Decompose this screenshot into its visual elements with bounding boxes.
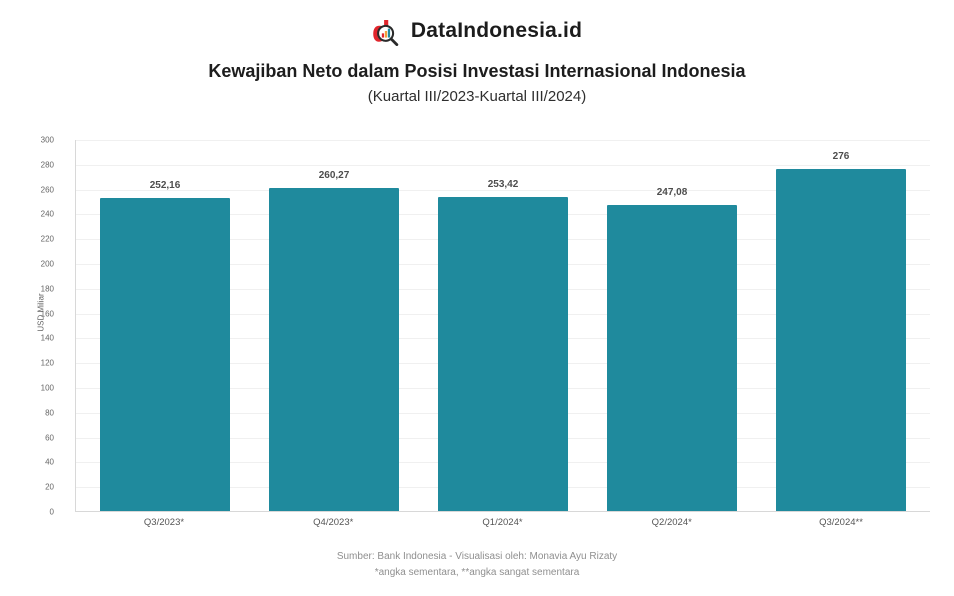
chart-title: Kewajiban Neto dalam Posisi Investasi In…	[208, 61, 746, 81]
y-tick-label: 260	[40, 185, 54, 195]
bar-value-label: 252,16	[149, 180, 181, 192]
y-tick-label: 100	[40, 383, 54, 393]
x-tick-label: Q3/2023*	[143, 517, 185, 528]
brand-header: d DataIndonesia.id	[0, 16, 954, 46]
bar	[100, 198, 230, 511]
bar-value-label: 253,42	[487, 178, 519, 190]
bar-value-label: 260,27	[318, 170, 350, 182]
x-tick-label: Q4/2023*	[313, 517, 354, 528]
gridline	[76, 189, 930, 191]
y-tick-label: 40	[45, 457, 54, 467]
bar-group: 247,08	[607, 187, 737, 511]
bar-series: 252,16 260,27 253,42 247,08 276	[76, 140, 930, 511]
x-tick-label: Q3/2024**	[819, 517, 863, 528]
gridline	[76, 164, 930, 166]
bar-group: 252,16	[100, 180, 230, 511]
x-tick-label: Q1/2024*	[482, 517, 523, 528]
y-tick-label: 120	[40, 358, 54, 368]
bar	[269, 188, 399, 511]
y-tick-label: 140	[40, 333, 54, 343]
y-axis-ticks: 0 20 40 60 80 100 120 140 160 180 200 220 240 260 280 3…	[0, 136, 68, 517]
bar	[607, 204, 737, 511]
chart-footer: Sumber: Bank Indonesia - Visualisasi ole…	[0, 549, 954, 581]
brand-name: DataIndonesia.id	[410, 19, 583, 42]
data-indonesia-logo-icon: d	[372, 16, 399, 46]
x-tick-label: Q2/2024*	[651, 517, 692, 528]
bar-group: 276	[776, 151, 906, 511]
bar	[438, 196, 568, 511]
y-tick-label: 80	[45, 408, 54, 418]
chart-subtitle: (Kuartal III/2023-Kuartal III/2024)	[367, 88, 587, 105]
plot-area: 252,16 260,27 253,42 247,08 276	[75, 140, 930, 512]
y-tick-label: 300	[40, 135, 54, 145]
y-axis-title: USD Miliar	[36, 293, 46, 332]
y-tick-label: 220	[40, 234, 54, 244]
bar-group: 253,42	[438, 179, 568, 511]
gridline	[76, 140, 930, 141]
y-tick-label: 160	[40, 309, 54, 319]
y-tick-label: 60	[45, 433, 54, 443]
y-tick-label: 20	[45, 482, 54, 492]
footnote-text: *angka sementara, **angka sangat sementa…	[374, 567, 580, 578]
x-axis-ticks: Q3/2023* Q4/2023* Q1/2024* Q2/2024* Q3/2024*…	[75, 517, 930, 528]
y-tick-label: 240	[40, 209, 54, 219]
source-text: Sumber: Bank Indonesia - Visualisasi ole…	[336, 551, 618, 562]
y-tick-label: 0	[49, 507, 54, 517]
bar-group: 260,27	[269, 170, 399, 511]
y-tick-label: 280	[40, 160, 54, 170]
y-tick-label: 200	[40, 259, 54, 269]
bar-value-label: 276	[832, 150, 850, 162]
y-tick-label: 180	[40, 284, 54, 294]
bar-value-label: 247,08	[656, 186, 688, 198]
bar	[776, 168, 906, 511]
